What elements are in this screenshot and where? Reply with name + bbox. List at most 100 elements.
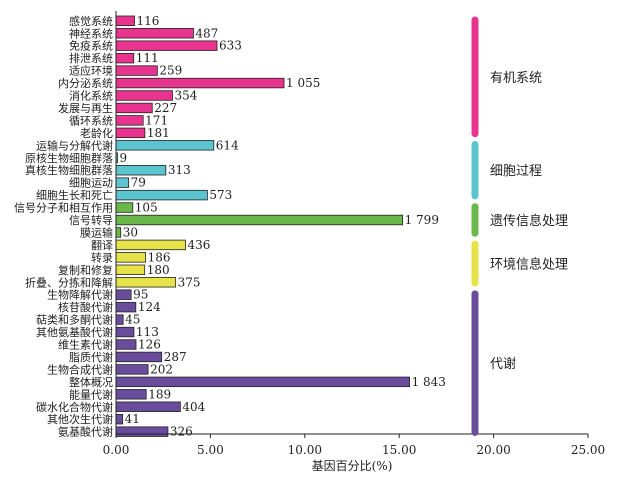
bar-19 [115,239,186,251]
category-label: 膜运输 [80,225,113,239]
value-label: 189 [148,387,171,401]
category-label: 维生素代谢 [58,338,113,352]
category-labels: 感觉系统神经系统免疫系统排泄系统适应环境内分泌系统消化系统发展与再生循环系统老龄… [14,15,113,439]
value-label: 105 [135,201,158,215]
x-tick-label: 20.00 [476,443,510,457]
value-label: 354 [174,89,197,103]
category-label: 免疫系统 [69,39,113,53]
value-label: 404 [182,400,205,414]
bar-18 [115,227,122,238]
group-label: 遗传信息处理 [490,213,568,229]
x-tick-label: 10.00 [288,443,322,457]
bar-24 [115,301,137,313]
value-label: 614 [216,138,239,152]
bar-30 [115,376,410,388]
bar-7 [115,90,173,101]
bar-10 [115,127,146,139]
value-label: 113 [136,325,159,339]
category-label: 真核生物细胞群落 [25,163,113,177]
bar-17 [115,214,403,226]
category-label: 其他次生代谢 [47,412,113,426]
bar-26 [115,326,135,338]
value-label: 375 [178,275,201,289]
value-label: 202 [150,362,173,376]
value-label: 1 055 [286,76,320,90]
category-label: 氨基酸代谢 [58,425,113,439]
category-label: 适应环境 [69,64,113,78]
value-label: 45 [125,313,140,327]
category-label: 能量代谢 [69,387,113,401]
category-label: 复制和修复 [58,263,113,277]
bars-layer [115,15,410,437]
group-label: 环境信息处理 [490,257,568,273]
category-label: 消化系统 [69,89,113,103]
bar-34 [115,426,169,437]
value-label: 116 [137,14,160,28]
category-label: 翻译 [91,238,113,252]
bar-2 [115,28,194,39]
category-label: 整体概况 [69,375,113,389]
category-label: 折叠、分拣和降解 [25,275,113,289]
value-label: 9 [120,151,128,165]
group-label: 细胞过程 [490,164,542,179]
bar-15 [115,189,208,201]
bar-28 [115,351,163,363]
bar-29 [115,364,149,375]
value-label: 633 [219,39,242,53]
category-label: 萜类和多酮代谢 [36,313,113,327]
value-label: 30 [123,225,138,239]
value-label: 186 [148,250,171,264]
bar-23 [115,289,132,300]
category-label: 循环系统 [69,114,113,127]
category-label: 其他氨基酸代谢 [36,325,113,339]
category-label: 转录 [91,250,113,264]
bar-11 [115,140,215,151]
bar-9 [115,115,144,126]
bar-33 [115,413,124,425]
bar-21 [115,264,146,276]
value-label: 1 799 [405,213,439,227]
axes-layer: 0.00 5.00 10.00 15.00 20.00 25.00 [103,11,605,457]
bar-32 [115,401,181,412]
group-label: 代谢 [490,356,516,372]
bar-20 [115,252,147,263]
value-label: 287 [164,350,187,364]
bar-5 [115,65,158,76]
category-label: 细胞生长和死亡 [36,188,113,202]
category-label: 排泄系统 [69,51,113,65]
x-tick-label: 0.00 [103,443,130,457]
x-tick-label: 15.00 [382,443,416,457]
bar-27 [115,339,137,350]
category-label: 核苷酸代谢 [58,300,113,314]
value-label: 181 [147,126,170,140]
bar-16 [115,202,134,213]
bar-1 [115,15,135,27]
value-label: 171 [145,113,168,127]
category-label: 内分泌系统 [58,76,113,90]
category-label: 碳水化合物代谢 [36,400,113,414]
x-tick-label: 25.00 [571,443,605,457]
category-label: 神经系统 [69,26,113,40]
bar-13 [115,164,167,176]
category-label: 运输与分解代谢 [36,138,113,152]
x-tick-label: 5.00 [197,443,224,457]
category-label: 生物降解代谢 [47,288,113,302]
value-label: 41 [125,412,140,426]
value-label: 79 [131,176,146,190]
value-label: 487 [195,26,218,40]
bar-25 [115,314,124,325]
bar-4 [115,52,135,64]
value-label: 227 [154,101,177,115]
category-label: 生物合成代谢 [47,362,113,376]
category-label: 信号分子和相互作用 [14,202,113,215]
value-label: 436 [187,238,210,252]
value-label: 326 [170,425,193,439]
bar-3 [115,40,218,51]
value-label: 1 843 [412,375,446,389]
group-label: 有机系统 [490,71,542,86]
bar-22 [115,277,177,288]
value-label: 126 [138,338,161,352]
